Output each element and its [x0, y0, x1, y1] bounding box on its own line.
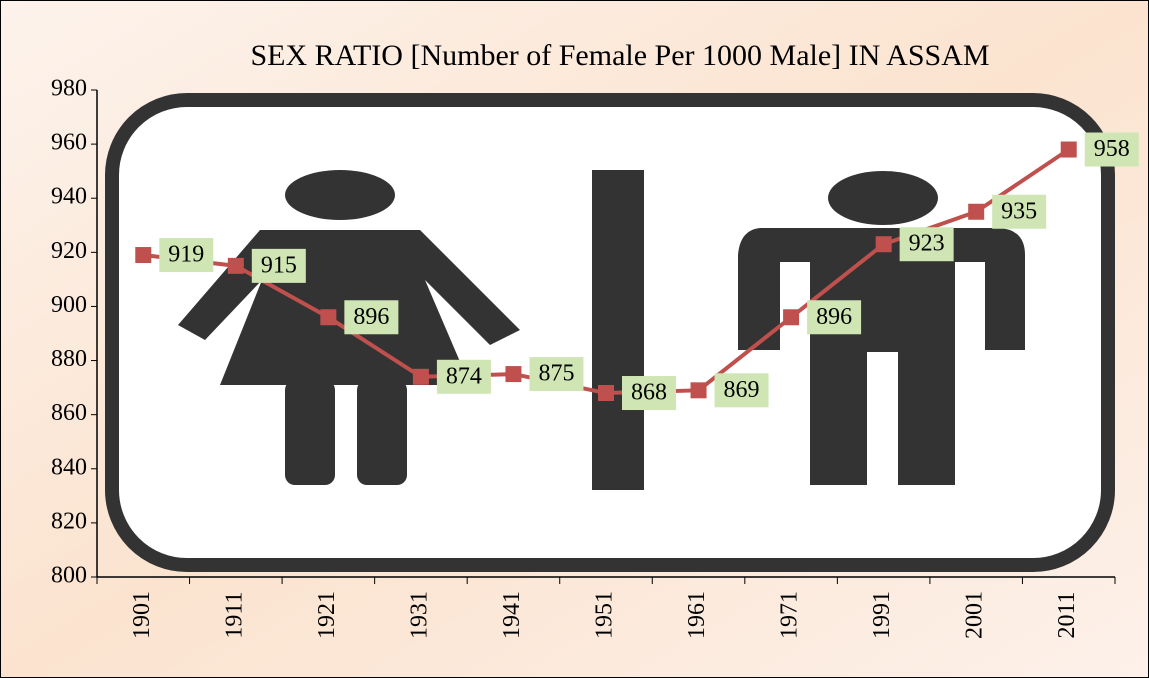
- data-label: 896: [816, 304, 852, 330]
- data-label: 875: [538, 361, 574, 387]
- data-label: 958: [1094, 136, 1130, 162]
- y-tick-label: 840: [51, 454, 87, 480]
- x-tick-label: 1951: [592, 591, 618, 639]
- data-label: 869: [724, 377, 760, 403]
- marker: [413, 369, 429, 385]
- y-tick-label: 860: [51, 400, 87, 426]
- data-label: 915: [261, 252, 297, 278]
- marker: [691, 382, 707, 398]
- y-tick-label: 820: [51, 508, 87, 534]
- y-tick-label: 920: [51, 238, 87, 264]
- marker: [135, 247, 151, 263]
- y-tick-label: 900: [51, 292, 87, 318]
- y-tick-label: 940: [51, 184, 87, 210]
- y-tick-label: 980: [51, 76, 87, 102]
- marker: [968, 204, 984, 220]
- data-label: 868: [631, 380, 667, 406]
- x-tick-label: 1921: [314, 591, 340, 639]
- marker: [876, 236, 892, 252]
- marker: [783, 309, 799, 325]
- marker: [598, 385, 614, 401]
- y-tick-label: 800: [51, 563, 87, 589]
- marker: [320, 309, 336, 325]
- marker: [505, 366, 521, 382]
- data-label: 896: [353, 304, 389, 330]
- x-tick-label: 1961: [684, 591, 710, 639]
- x-tick-label: 2001: [962, 591, 988, 639]
- y-tick-label: 960: [51, 130, 87, 156]
- x-tick-label: 1971: [777, 591, 803, 639]
- data-label: 919: [168, 242, 204, 268]
- chart: SEX RATIO [Number of Female Per 1000 Mal…: [0, 0, 1149, 678]
- x-tick-label: 1991: [869, 591, 895, 639]
- x-tick-label: 1941: [499, 591, 525, 639]
- marker: [1061, 142, 1077, 158]
- marker: [228, 258, 244, 274]
- data-label: 874: [446, 363, 482, 389]
- chart-title: SEX RATIO [Number of Female Per 1000 Mal…: [250, 39, 989, 72]
- y-tick-label: 880: [51, 346, 87, 372]
- data-label: 923: [909, 231, 945, 257]
- pictogram: [112, 100, 1108, 565]
- x-tick-label: 2011: [1054, 591, 1080, 638]
- x-tick-label: 1901: [129, 591, 155, 639]
- x-tick-label: 1931: [406, 591, 432, 639]
- data-label: 935: [1001, 198, 1037, 224]
- x-tick-label: 1911: [221, 591, 247, 638]
